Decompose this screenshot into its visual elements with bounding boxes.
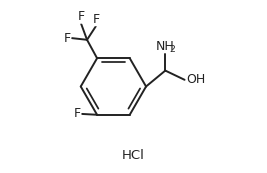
Text: F: F bbox=[77, 10, 84, 23]
Text: 2: 2 bbox=[170, 45, 175, 54]
Text: NH: NH bbox=[156, 40, 175, 53]
Text: OH: OH bbox=[186, 73, 206, 86]
Text: F: F bbox=[64, 32, 71, 45]
Text: HCl: HCl bbox=[122, 149, 145, 162]
Text: F: F bbox=[73, 107, 81, 120]
Text: F: F bbox=[92, 13, 100, 26]
